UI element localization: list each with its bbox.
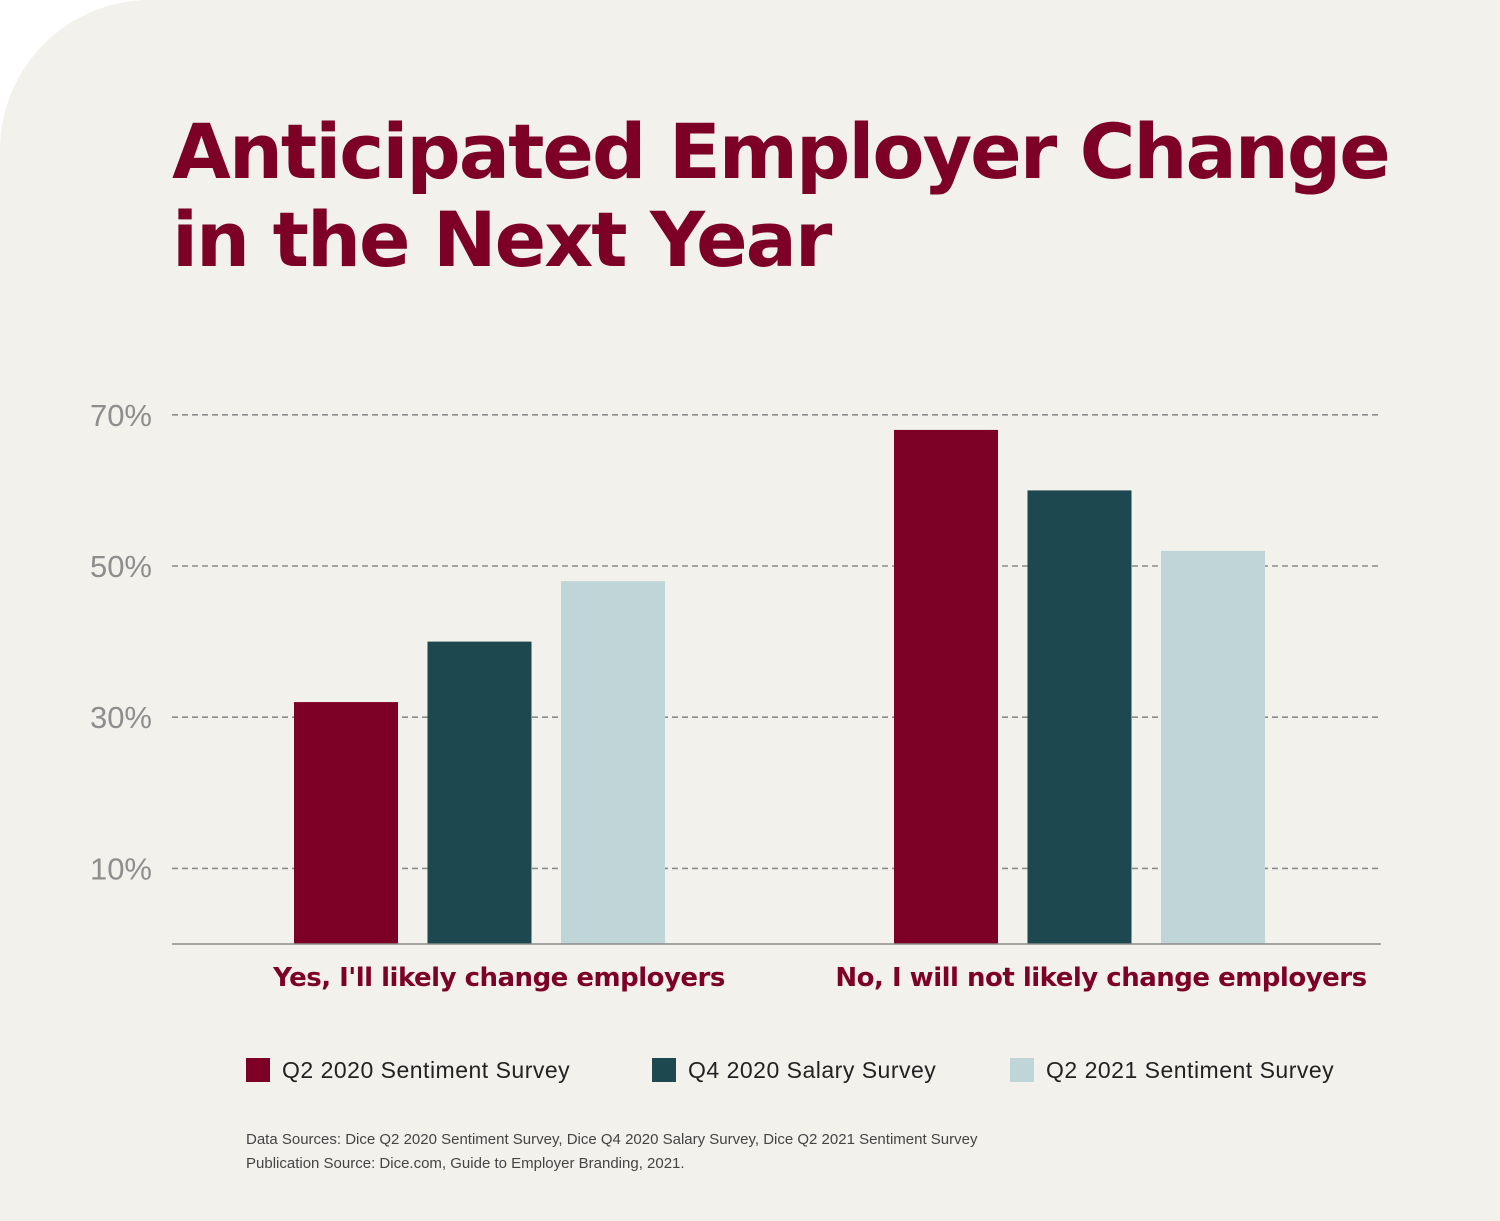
category-label-1: No, I will not likely change employers [835,963,1366,993]
legend-swatch-q2-2021 [1010,1058,1034,1082]
legend-item-q4-2020: Q4 2020 Salary Survey [652,1050,936,1090]
category-label-0: Yes, I'll likely change employers [272,963,725,993]
bar-0-0 [294,702,398,944]
legend-label-q2-2021: Q2 2021 Sentiment Survey [1046,1056,1335,1083]
publication-source-line: Publication Source: Dice.com, Guide to E… [246,1155,685,1172]
legend-label-q2-2020: Q2 2020 Sentiment Survey [282,1056,571,1083]
bar-1-0 [894,429,998,944]
data-sources: Data Sources: Dice Q2 2020 Sentiment Sur… [246,1128,977,1176]
bar-0-2 [561,581,665,944]
bar-1-2 [1161,550,1265,944]
y-tick-label-70: 70% [90,398,152,433]
bar-0-1 [427,641,532,944]
chart-legend: Q2 2020 Sentiment Survey Q4 2020 Salary … [0,1050,1500,1090]
legend-swatch-q4-2020 [652,1058,676,1082]
chart-title: Anticipated Employer Change in the Next … [172,108,1452,284]
y-tick-label-30: 30% [90,700,152,735]
data-sources-line: Data Sources: Dice Q2 2020 Sentiment Sur… [246,1131,978,1148]
y-tick-label-50: 50% [90,549,152,584]
legend-swatch-q2-2020 [246,1058,270,1082]
chart-title-line-2: in the Next Year [172,195,832,284]
y-tick-label-10: 10% [90,851,152,886]
legend-item-q2-2020: Q2 2020 Sentiment Survey [246,1050,570,1090]
bar-chart: 10% 30% 50% 70% Yes, I'll likely change empl… [90,398,1381,993]
chart-title-line-1: Anticipated Employer Change [172,107,1391,196]
legend-label-q4-2020: Q4 2020 Salary Survey [688,1056,937,1083]
bar-1-1 [1027,490,1132,944]
legend-item-q2-2021: Q2 2021 Sentiment Survey [1010,1050,1334,1090]
